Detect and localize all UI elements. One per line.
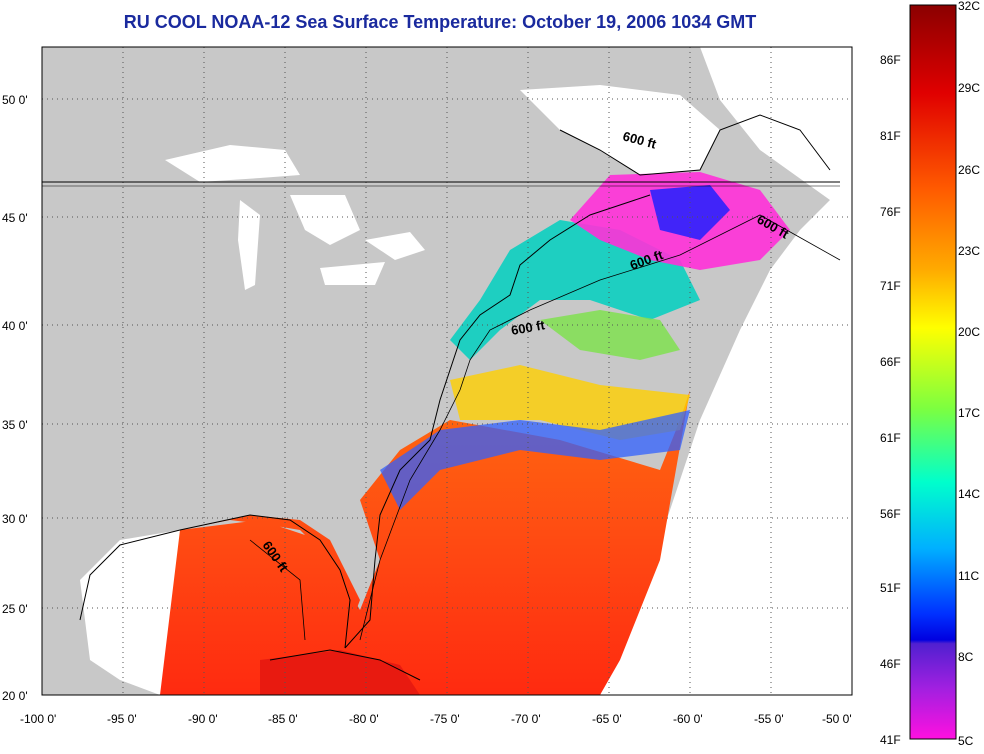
gulf-mexico-west — [80, 530, 180, 695]
colorbar-f-label: 66F — [880, 355, 901, 369]
colorbar-celsius-labels: 32C 29C 26C 23C 20C 17C 14C 11C 8C 5C — [958, 0, 980, 748]
sst-caribbean — [260, 650, 420, 695]
lon-tick-label: -75 0' — [430, 712, 460, 726]
great-lakes — [165, 145, 425, 290]
map-border — [41, 46, 853, 696]
colorbar-c-label: 26C — [958, 163, 980, 177]
colorbar-f-label: 71F — [880, 279, 901, 293]
lon-tick-label: -60 0' — [673, 712, 703, 726]
lon-tick-label: -90 0' — [188, 712, 218, 726]
lon-tick-label: -55 0' — [754, 712, 784, 726]
sst-green-patch — [540, 310, 680, 360]
lat-tick-label: 50 0' — [2, 93, 28, 107]
colorbar: 86F 81F 76F 71F 66F 61F 56F 51F 46F 41F … — [880, 0, 980, 748]
colorbar-f-label: 86F — [880, 53, 901, 67]
colorbar-c-label: 5C — [958, 734, 974, 748]
colorbar-c-label: 14C — [958, 487, 980, 501]
colorbar-f-label: 81F — [880, 129, 901, 143]
lat-tick-label: 30 0' — [2, 512, 28, 526]
lat-tick-label: 40 0' — [2, 319, 28, 333]
sst-cool-band — [380, 410, 690, 510]
colorbar-c-label: 20C — [958, 325, 980, 339]
colorbar-c-label: 29C — [958, 81, 980, 95]
graticule — [42, 47, 852, 695]
colorbar-c-label: 23C — [958, 244, 980, 258]
gulf-st-lawrence — [520, 85, 720, 175]
lon-tick-label: -100 0' — [20, 712, 56, 726]
longitude-axis: -100 0' -95 0' -90 0' -85 0' -80 0' -75 … — [20, 712, 852, 726]
colorbar-f-label: 46F — [880, 657, 901, 671]
lon-tick-label: -80 0' — [349, 712, 379, 726]
lon-tick-label: -50 0' — [822, 712, 852, 726]
lat-tick-label: 25 0' — [2, 602, 28, 616]
colorbar-f-label: 51F — [880, 581, 901, 595]
lon-tick-label: -85 0' — [268, 712, 298, 726]
lon-tick-label: -65 0' — [592, 712, 622, 726]
lat-tick-label: 20 0' — [2, 689, 28, 703]
latitude-axis: 50 0' 45 0' 40 0' 35 0' 30 0' 25 0' 20 0… — [2, 93, 28, 703]
lon-tick-label: -95 0' — [107, 712, 137, 726]
colorbar-f-label: 61F — [880, 431, 901, 445]
colorbar-gradient — [909, 4, 957, 740]
lat-tick-label: 35 0' — [2, 418, 28, 432]
coastlines — [79, 114, 831, 681]
colorbar-c-label: 32C — [958, 0, 980, 13]
colorbar-c-label: 11C — [958, 569, 979, 583]
colorbar-c-label: 8C — [958, 650, 974, 664]
colorbar-c-label: 17C — [958, 406, 980, 420]
lat-tick-label: 45 0' — [2, 211, 28, 225]
sst-transition — [450, 365, 690, 440]
lon-tick-label: -70 0' — [511, 712, 541, 726]
sst-swath-warm — [160, 390, 690, 695]
isobath-600ft — [249, 214, 841, 641]
colorbar-f-label: 76F — [880, 205, 901, 219]
colorbar-f-label: 56F — [880, 507, 901, 521]
colorbar-f-label: 41F — [880, 733, 901, 747]
colorbar-fahrenheit-labels: 86F 81F 76F 71F 66F 61F 56F 51F 46F 41F — [880, 53, 901, 747]
contour-label: 600 ft — [510, 317, 547, 338]
map-title: RU COOL NOAA-12 Sea Surface Temperature:… — [123, 12, 757, 32]
